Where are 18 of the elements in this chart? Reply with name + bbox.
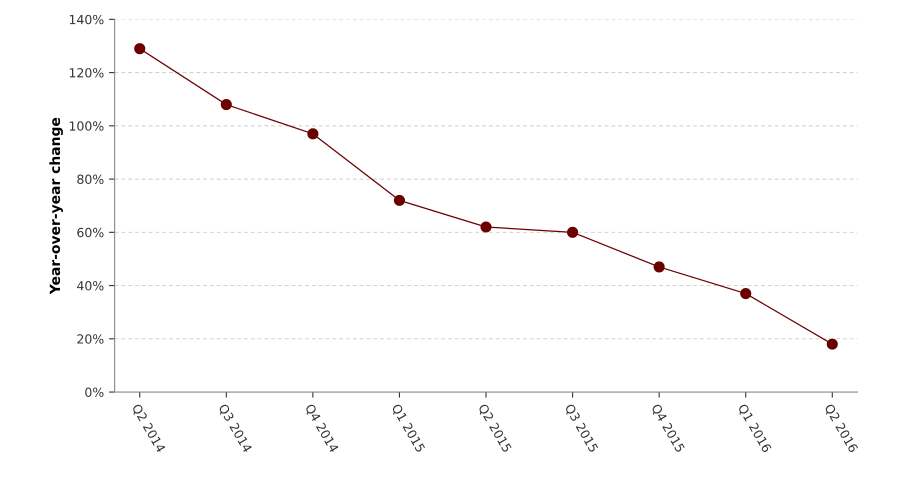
y-tick-label: 20%: [77, 334, 104, 344]
y-tick-label: 60%: [77, 228, 104, 238]
y-tick-label: 80%: [77, 174, 104, 184]
point: [480, 221, 492, 233]
point: [654, 261, 665, 272]
y-tick-label: 40%: [77, 281, 104, 290]
point: [826, 338, 838, 350]
point: [740, 288, 752, 300]
y-axis-title: Year-over-year change: [49, 118, 63, 294]
point: [394, 194, 405, 206]
point: [307, 128, 318, 140]
y-tick-label: 0%: [85, 388, 104, 397]
point: [220, 98, 232, 110]
y-tick-label: 100%: [70, 121, 104, 131]
y-tick-label: 120%: [70, 68, 104, 78]
point: [567, 226, 578, 238]
point: [134, 43, 146, 54]
y-tick-label: 140%: [70, 14, 104, 24]
